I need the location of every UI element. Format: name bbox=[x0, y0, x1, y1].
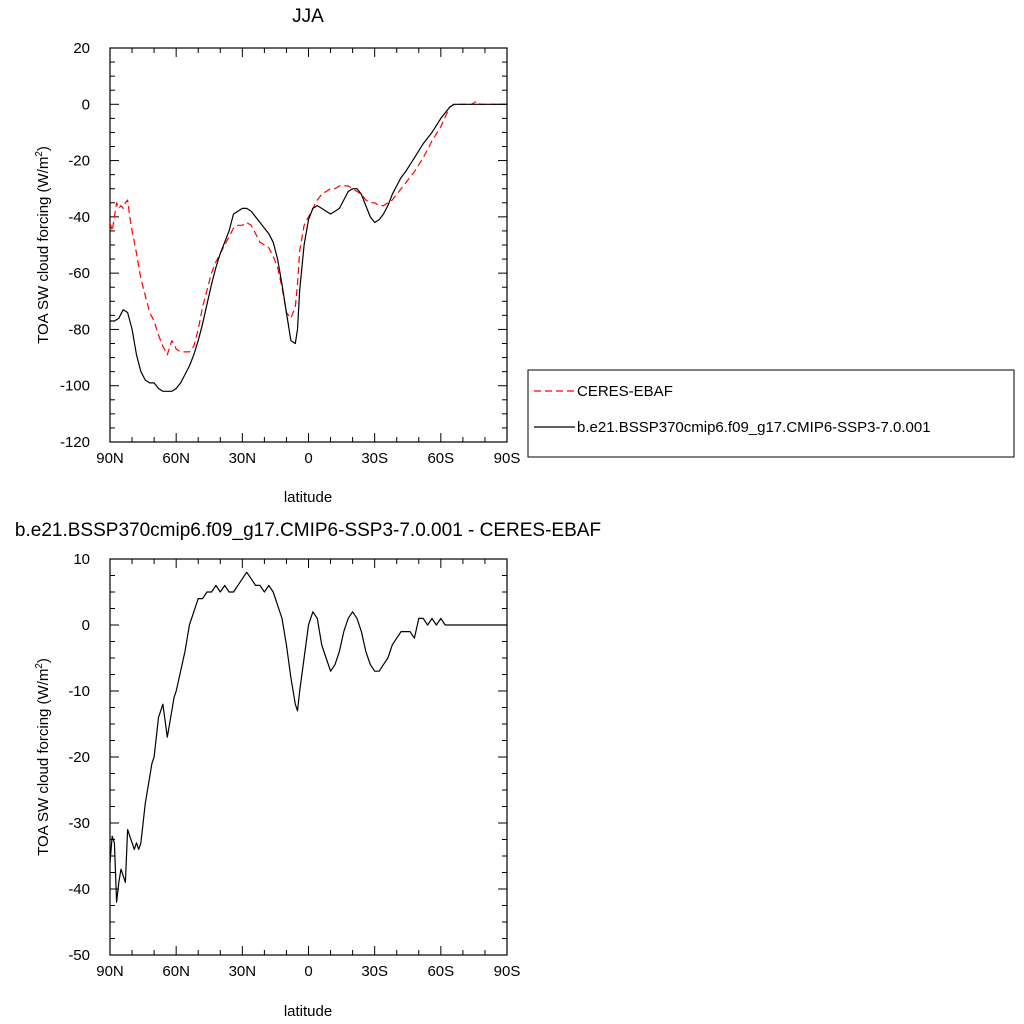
difference-series-line bbox=[109, 571, 507, 903]
legend-model-label: b.e21.BSSP370cmip6.f09_g17.CMIP6-SSP3-7.… bbox=[577, 419, 931, 436]
x-tick-label: 0 bbox=[304, 963, 312, 980]
lower-y-axis-label: TOA SW cloud forcing (W/m2) bbox=[34, 658, 52, 856]
y-tick-label: -50 bbox=[68, 947, 90, 964]
y-tick-label: -10 bbox=[68, 683, 90, 700]
lower-plot-frame bbox=[109, 558, 508, 956]
lower-x-axis-label: latitude bbox=[284, 1003, 332, 1020]
x-tick-label: 60N bbox=[162, 963, 190, 980]
y-tick-label: -120 bbox=[60, 434, 90, 451]
x-tick-label: 60N bbox=[162, 450, 190, 467]
y-tick-label: -40 bbox=[68, 209, 90, 226]
y-tick-label: -100 bbox=[60, 378, 90, 395]
upper-y-axis-label: TOA SW cloud forcing (W/m2) bbox=[34, 146, 52, 344]
lower-chart-title: b.e21.BSSP370cmip6.f09_g17.CMIP6-SSP3-7.… bbox=[15, 520, 601, 541]
model-series-line bbox=[110, 103, 507, 392]
upper-chart-panel: JJA 90N 60N 30N 0 30S 60S 90S 20 0 -20 -40 -60 -80 -… bbox=[34, 6, 520, 506]
x-tick-label: 30S bbox=[361, 450, 388, 467]
y-tick-label: -40 bbox=[68, 881, 90, 898]
x-tick-label: 90N bbox=[96, 450, 124, 467]
upper-plot-frame bbox=[109, 47, 508, 443]
x-tick-label: 30S bbox=[361, 963, 388, 980]
upper-x-tick-labels: 90N 60N 30N 0 30S 60S 90S bbox=[96, 450, 520, 467]
y-tick-label: 20 bbox=[73, 40, 90, 57]
lower-y-tick-labels: 10 0 -10 -20 -30 -40 -50 bbox=[68, 551, 90, 964]
x-tick-label: 60S bbox=[427, 963, 454, 980]
x-tick-label: 30N bbox=[229, 963, 257, 980]
legend-box bbox=[527, 369, 1015, 458]
upper-x-axis-label: latitude bbox=[284, 489, 332, 506]
upper-tick-marks bbox=[109, 47, 508, 443]
upper-y-tick-labels: 20 0 -20 -40 -60 -80 -100 -120 bbox=[60, 40, 90, 451]
lower-tick-marks bbox=[109, 558, 508, 956]
lower-chart-panel: b.e21.BSSP370cmip6.f09_g17.CMIP6-SSP3-7.… bbox=[15, 520, 601, 1020]
y-tick-label: -80 bbox=[68, 321, 90, 338]
upper-series-lines bbox=[109, 100, 507, 392]
x-tick-label: 90S bbox=[494, 450, 521, 467]
x-tick-label: 90S bbox=[494, 963, 521, 980]
ceres-ebaf-series-line bbox=[109, 100, 507, 356]
y-tick-label: 10 bbox=[73, 551, 90, 568]
y-tick-label: -20 bbox=[68, 153, 90, 170]
lower-series-lines bbox=[109, 571, 507, 903]
y-tick-label: 0 bbox=[82, 617, 90, 634]
x-tick-label: 60S bbox=[427, 450, 454, 467]
y-tick-label: -60 bbox=[68, 265, 90, 282]
x-tick-label: 30N bbox=[229, 450, 257, 467]
y-tick-label: -30 bbox=[68, 815, 90, 832]
legend-ceres-label: CERES-EBAF bbox=[577, 383, 673, 400]
lower-x-tick-labels: 90N 60N 30N 0 30S 60S 90S bbox=[96, 963, 520, 980]
y-tick-label: 0 bbox=[82, 96, 90, 113]
x-tick-label: 0 bbox=[304, 450, 312, 467]
y-tick-label: -20 bbox=[68, 749, 90, 766]
x-tick-label: 90N bbox=[96, 963, 124, 980]
chart-legend: CERES-EBAF b.e21.BSSP370cmip6.f09_g17.CM… bbox=[527, 369, 1015, 458]
upper-chart-title: JJA bbox=[292, 6, 324, 27]
